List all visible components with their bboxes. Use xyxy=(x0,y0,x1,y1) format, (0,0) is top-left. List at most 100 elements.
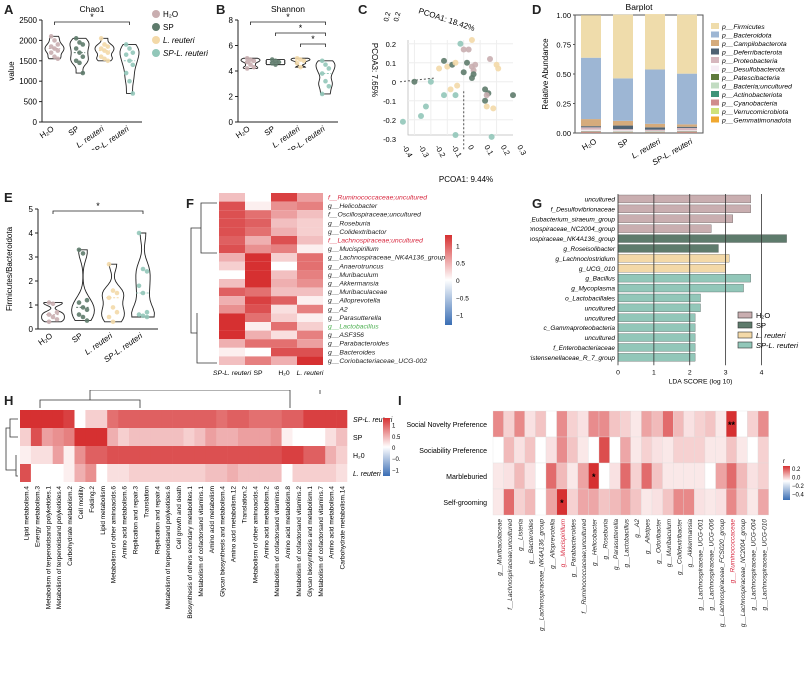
heatmap-cell xyxy=(577,488,589,516)
heatmap-cell xyxy=(336,446,348,464)
legend-label: SP xyxy=(756,321,766,330)
heatmap-cell xyxy=(219,296,245,305)
row-label: H₂0 xyxy=(353,453,365,460)
heatmap-cell xyxy=(41,464,53,482)
heatmap-cell xyxy=(161,410,173,428)
data-point xyxy=(105,58,111,64)
scatter-point xyxy=(427,78,434,85)
heatmap-cell xyxy=(41,428,53,446)
column-label: g__Listeria xyxy=(518,519,525,551)
bar-segment xyxy=(645,69,665,124)
chart-title: Chao1 xyxy=(79,4,104,14)
y-tick-label: 0 xyxy=(229,118,234,127)
heatmap-cell xyxy=(259,428,271,446)
heatmap-cell xyxy=(20,410,32,428)
scatter-point xyxy=(468,75,475,81)
bar-label: g_UCG_010 xyxy=(579,266,616,273)
legend-swatch xyxy=(711,57,719,63)
heatmap-cell xyxy=(259,464,271,482)
data-point xyxy=(98,36,104,41)
data-point xyxy=(55,42,61,47)
heatmap-cell xyxy=(219,304,245,314)
data-point xyxy=(76,247,82,253)
scatter-point xyxy=(457,40,464,47)
heatmap-cell xyxy=(271,296,297,305)
bar-label: uncultured xyxy=(585,305,616,312)
legend-label: p__Proteobacteria xyxy=(721,58,778,65)
data-point xyxy=(114,309,120,315)
heatmap-cell xyxy=(129,446,141,464)
heatmap-cell xyxy=(303,446,315,464)
heatmap-cell xyxy=(694,488,706,516)
heatmap-cell xyxy=(704,488,716,516)
heatmap-cell xyxy=(715,410,727,438)
heatmap-cell xyxy=(297,287,323,297)
column-label: L. reuteri xyxy=(297,370,324,377)
bar-segment xyxy=(613,129,633,131)
colorbar xyxy=(445,235,452,325)
y-axis-label: PCOA3: 7.65% xyxy=(370,43,379,97)
x-tick-label: 0 xyxy=(616,369,620,376)
heatmap-cell xyxy=(292,446,304,464)
heatmap-cell xyxy=(107,428,119,446)
heatmap-cell xyxy=(219,236,245,245)
significance-star: * xyxy=(96,201,100,211)
heatmap-cell xyxy=(492,488,504,516)
data-point xyxy=(106,295,112,301)
heatmap-cell xyxy=(535,488,547,516)
heatmap-cell xyxy=(248,446,261,464)
scatter-point xyxy=(495,65,502,72)
phylum-stacked-barplot: Barplot 0.00 0.25 0.50 0.75 1.00 Relative Abun… xyxy=(541,2,792,167)
heatmap-cell xyxy=(535,462,547,490)
heatmap-cell xyxy=(297,304,323,314)
heatmap-cell xyxy=(545,462,557,490)
violin-SP-L. reuteri xyxy=(119,44,140,94)
heatmap-cell xyxy=(281,428,293,446)
heatmap-cell xyxy=(325,446,337,464)
heatmap-cell xyxy=(205,410,217,428)
heatmap-cell xyxy=(535,410,547,438)
column-label: Metabolism of other aminoacids.6 xyxy=(111,486,118,584)
row-label: g__ASF356 xyxy=(328,332,364,339)
lda-bar xyxy=(617,333,696,342)
heatmap-cell xyxy=(314,464,326,482)
panel-label-c: C xyxy=(358,2,368,17)
heatmap-cell xyxy=(139,446,152,464)
bar-segment xyxy=(613,120,633,126)
data-point xyxy=(52,38,57,43)
data-point xyxy=(323,62,328,67)
scatter-point xyxy=(422,103,429,110)
heatmap-cell xyxy=(715,462,727,490)
row-label: SP-L. reuteri xyxy=(353,417,393,424)
heatmap-cell xyxy=(514,410,525,438)
column-label: Carbohydrate metabolism.2 xyxy=(67,486,74,566)
column-label: Amino acid metabolism.6 xyxy=(122,486,129,559)
heatmap-cell xyxy=(736,436,748,464)
bar-segment xyxy=(581,127,601,130)
heatmap-cell xyxy=(297,236,323,245)
heatmap-cell xyxy=(673,462,684,490)
row-label: g__Akkermansia xyxy=(328,281,379,288)
heatmap-cell xyxy=(662,462,674,490)
data-point xyxy=(106,261,112,267)
heatmap-cell xyxy=(271,270,297,279)
heatmap-cell xyxy=(118,446,130,464)
heatmap-cell xyxy=(227,446,239,464)
row-label: SP xyxy=(353,435,363,442)
legend-swatch xyxy=(152,36,160,44)
heatmap-cell xyxy=(297,218,323,228)
heatmap-cell xyxy=(292,464,304,482)
column-label: g__Lachnospiraceae_UCG-004 xyxy=(751,519,758,611)
heatmap-cell xyxy=(245,201,271,211)
heatmap-cell xyxy=(620,462,631,490)
bar-label: g_Lachnospiraceae_NC2004_group xyxy=(530,226,615,233)
scatter-point xyxy=(418,113,424,119)
legend-label: L. reuteri xyxy=(163,36,195,45)
bar-label: f_Desulfovibrionaceae xyxy=(551,206,616,213)
x-tick-label: H₂O xyxy=(580,137,598,152)
heatmap-cell xyxy=(271,287,297,297)
data-point xyxy=(48,50,54,55)
y-tick-label: 500 xyxy=(24,98,38,107)
heatmap-cell xyxy=(271,330,297,340)
